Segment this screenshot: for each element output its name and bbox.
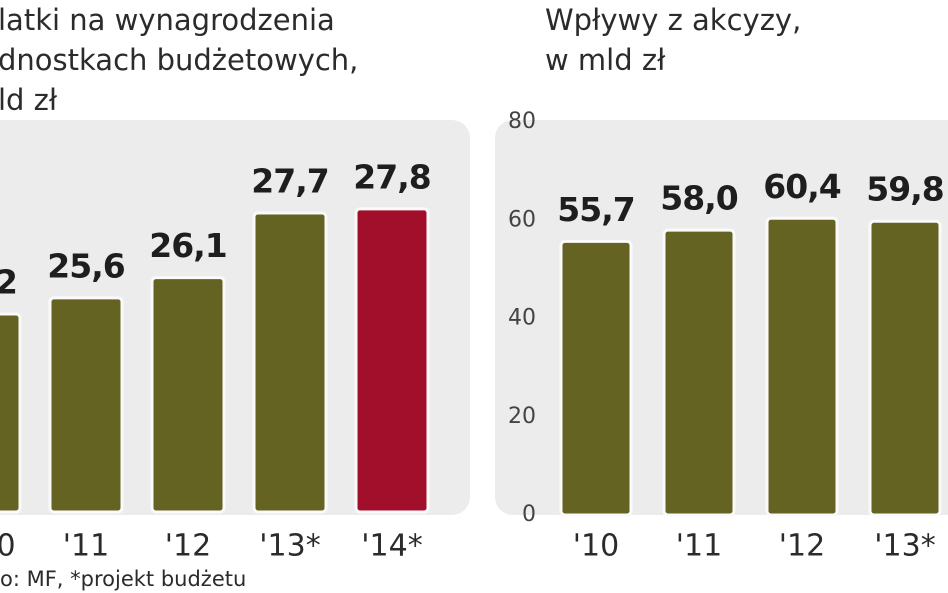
bar	[868, 219, 942, 517]
value-label: 59,8	[866, 170, 943, 209]
x-tick-label: '14*	[361, 529, 422, 564]
y-tick-label: 60	[508, 207, 536, 232]
bar	[252, 211, 328, 514]
chart-title: latki na wynagrodzenia	[0, 3, 335, 37]
x-tick-label: '11	[63, 529, 109, 564]
x-tick-label: '13*	[259, 529, 320, 564]
bar	[765, 216, 839, 517]
chart-title: w mld zł	[545, 43, 666, 77]
bar	[150, 276, 226, 514]
value-label: 26,1	[149, 226, 226, 265]
chart-title: Wpływy z akcyzy,	[545, 3, 801, 37]
x-tick-label: '13*	[874, 529, 935, 564]
value-label: 27,7	[251, 161, 328, 200]
value-label: 55,7	[557, 190, 634, 229]
bar	[0, 312, 22, 514]
bar	[662, 228, 736, 517]
value-label: 60,4	[763, 167, 840, 206]
source-note: o: MF, *projekt budżetu	[0, 567, 246, 591]
x-tick-label: '12	[779, 529, 825, 564]
bar	[48, 296, 124, 514]
x-tick-label: 0	[0, 529, 16, 564]
x-tick-label: '12	[165, 529, 211, 564]
value-label: 58,0	[660, 179, 737, 218]
value-label: 2	[0, 262, 17, 301]
bar	[354, 207, 430, 514]
y-tick-label: 0	[522, 502, 536, 527]
value-label: 27,8	[353, 157, 430, 196]
y-tick-label: 40	[508, 306, 536, 331]
y-tick-label: 80	[508, 109, 536, 134]
chart-title: ld zł	[0, 83, 58, 117]
chart-title: dnostkach budżetowych,	[0, 43, 358, 77]
x-tick-label: '11	[676, 529, 722, 564]
bar	[559, 239, 633, 517]
x-tick-label: '10	[573, 529, 619, 564]
value-label: 25,6	[47, 246, 124, 285]
y-tick-label: 20	[508, 404, 536, 429]
